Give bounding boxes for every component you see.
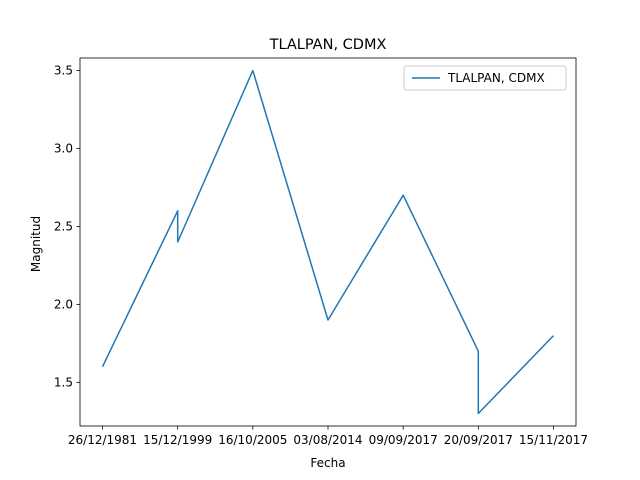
x-tick-label: 09/09/2017 — [369, 433, 438, 447]
x-axis-label: Fecha — [310, 456, 345, 470]
x-tick-label: 20/09/2017 — [444, 433, 513, 447]
x-tick-label: 16/10/2005 — [218, 433, 287, 447]
y-tick-label: 2.0 — [54, 297, 73, 311]
chart-title: TLALPAN, CDMX — [269, 37, 387, 53]
x-tick-label: 26/12/1981 — [68, 433, 137, 447]
series-line — [101, 69, 555, 415]
legend-box — [403, 65, 567, 91]
x-tick-label: 15/12/1999 — [143, 433, 212, 447]
legend: TLALPAN, CDMX — [403, 65, 567, 91]
axes-frame — [79, 57, 577, 427]
legend-label: TLALPAN, CDMX — [447, 71, 545, 85]
y-tick-label: 3.0 — [54, 141, 73, 155]
y-tick-label: 2.5 — [54, 219, 73, 233]
y-tick-label: 1.5 — [54, 375, 73, 389]
y-tick-label: 3.5 — [54, 63, 73, 77]
plot-area: 1.5 2.0 2.5 3.0 3.5 26/12/1981 15/12/1999 16/10… — [54, 57, 588, 447]
x-tick-label: 03/08/2014 — [293, 433, 362, 447]
y-axis-label: Magnitud — [29, 216, 43, 272]
x-tick-label: 15/11/2017 — [519, 433, 588, 447]
